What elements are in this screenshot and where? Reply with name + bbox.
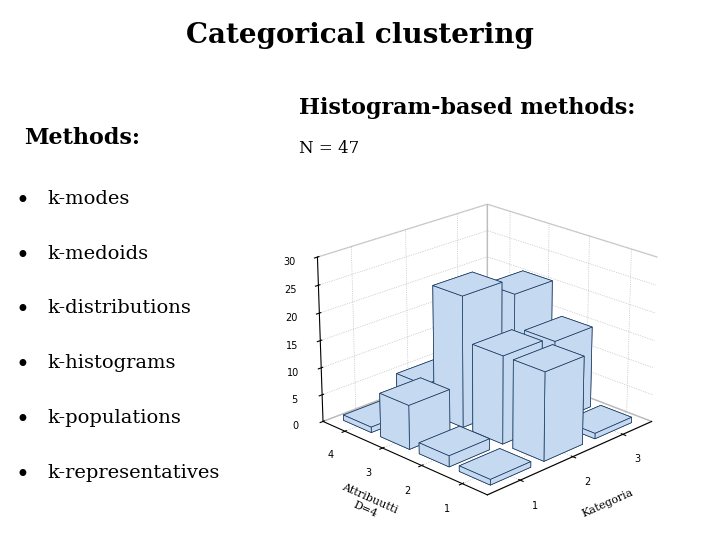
Text: k-representatives: k-representatives — [48, 464, 220, 482]
Text: •: • — [16, 245, 30, 268]
Y-axis label: Attribuutti
D=4: Attribuutti D=4 — [336, 482, 399, 526]
Text: Methods:: Methods: — [24, 127, 140, 148]
Text: •: • — [16, 299, 30, 322]
Text: k-modes: k-modes — [48, 190, 130, 208]
Text: N = 47: N = 47 — [299, 140, 359, 157]
Text: Categorical clustering: Categorical clustering — [186, 22, 534, 49]
Text: •: • — [16, 409, 30, 432]
X-axis label: Kategoria: Kategoria — [580, 488, 634, 519]
Text: k-populations: k-populations — [48, 409, 181, 427]
Text: k-histograms: k-histograms — [48, 354, 176, 372]
Text: •: • — [16, 464, 30, 487]
Text: k-medoids: k-medoids — [48, 245, 148, 262]
Text: •: • — [16, 354, 30, 377]
Text: •: • — [16, 190, 30, 213]
Text: Histogram-based methods:: Histogram-based methods: — [299, 97, 635, 119]
Text: k-distributions: k-distributions — [48, 299, 192, 318]
